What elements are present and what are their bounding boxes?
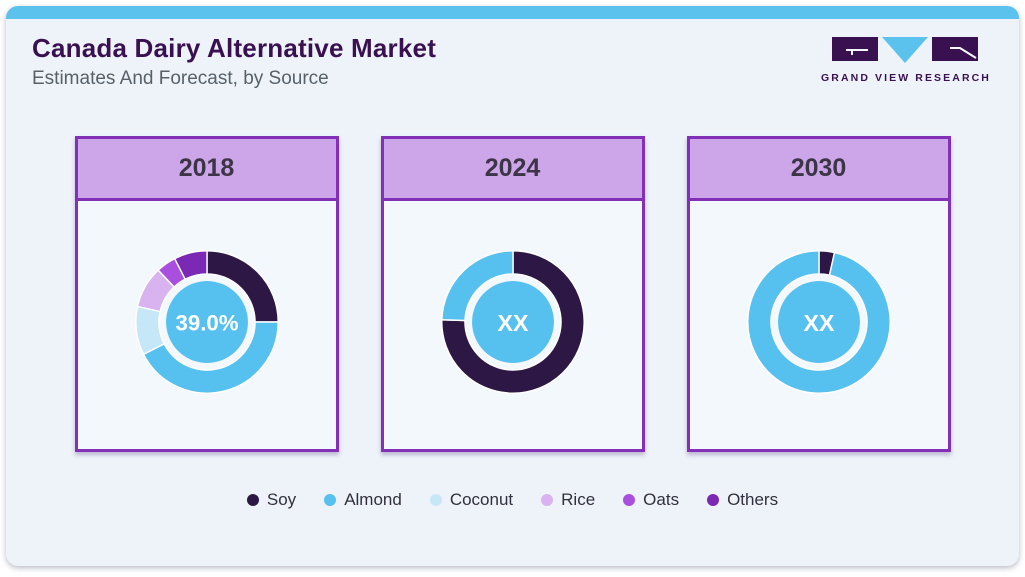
gvr-logo-text: GRAND VIEW RESEARCH (821, 72, 991, 84)
almond-color-dot-icon (324, 494, 337, 506)
oats-color-dot-icon (623, 494, 636, 506)
legend-label: Almond (344, 490, 402, 509)
donut-segment-almond (440, 250, 514, 322)
legend-label: Coconut (449, 490, 514, 509)
others-color-dot-icon (707, 494, 720, 506)
legend-label: Oats (643, 490, 680, 509)
legend-item-rice: Rice (541, 490, 595, 510)
infographic-canvas: Canada Dairy Alternative Market Estimate… (6, 6, 1019, 566)
legend-item-soy: Soy (246, 490, 297, 510)
panel-2030-body: XX (690, 201, 948, 449)
donut-segment-almond (142, 321, 279, 394)
legend-item-coconut: Coconut (429, 490, 514, 510)
legend-item-almond: Almond (324, 490, 402, 510)
soy-color-dot-icon (246, 494, 259, 506)
legend: Soy Almond Coconut Rice Oats Others (6, 490, 1019, 510)
donut-chart-2030: XX (746, 250, 891, 394)
panel-2024-body: XX (384, 201, 642, 449)
donut-center-label: XX (497, 310, 528, 336)
panel-2024-year-label: 2024 (383, 139, 642, 201)
donut-segment-soy (440, 250, 585, 394)
legend-item-others: Others (707, 490, 778, 510)
legend-item-oats: Oats (623, 490, 679, 510)
donut-chart-2018: 39.0% (134, 250, 279, 394)
page-title: Canada Dairy Alternative Market (32, 33, 437, 63)
panel-2018-body: 39.0% (78, 201, 336, 449)
rice-color-dot-icon (541, 494, 554, 506)
header-text-block: Canada Dairy Alternative Market Estimate… (32, 33, 436, 90)
header: Canada Dairy Alternative Market Estimate… (6, 19, 1019, 90)
panel-2018-year-label: 2018 (77, 139, 336, 201)
donut-segment-almond (746, 250, 891, 394)
page-subtitle: Estimates And Forecast, by Source (32, 68, 329, 89)
gvr-logo-icon (832, 37, 980, 68)
panel-2018: 2018 39.0% (74, 136, 339, 452)
panel-2030-year-label: 2030 (689, 139, 948, 201)
legend-label: Soy (266, 490, 297, 509)
panel-2030: 2030 XX (686, 136, 951, 452)
donut-segment-others (173, 250, 208, 281)
legend-label: Others (727, 490, 779, 509)
donut-center-circle (777, 281, 860, 363)
donut-center-label: 39.0% (175, 310, 238, 335)
legend-label: Rice (561, 490, 596, 509)
donut-center-circle (471, 281, 554, 363)
donut-chart-2024: XX (440, 250, 585, 394)
panel-2024: 2024 XX (380, 136, 645, 452)
top-accent-bar (6, 6, 1019, 19)
coconut-color-dot-icon (429, 494, 442, 506)
grand-view-research-logo: GRAND VIEW RESEARCH (821, 33, 991, 84)
year-panels-row: 2018 39.0% 2024 XX 2030 XX (6, 136, 1019, 452)
donut-center-circle (165, 281, 248, 363)
donut-center-label: XX (803, 310, 834, 336)
